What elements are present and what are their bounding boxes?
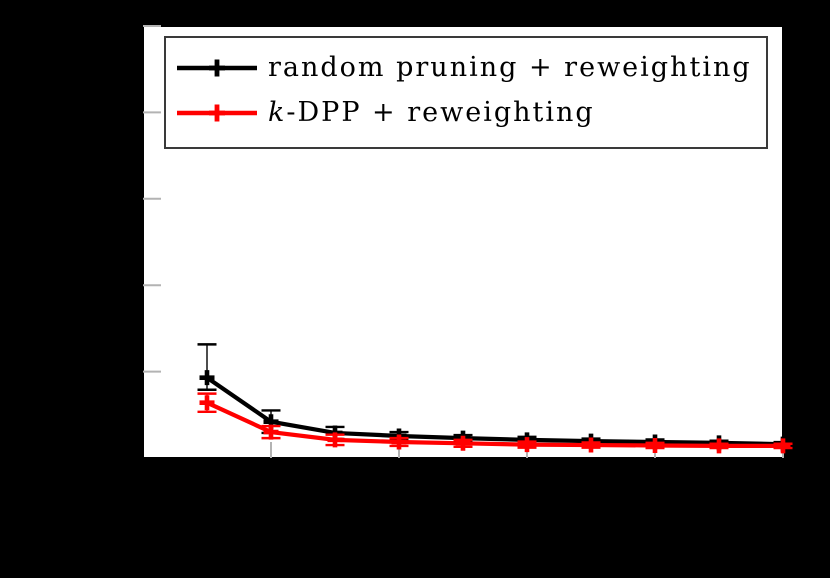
plus-marker-icon bbox=[455, 435, 471, 451]
legend-item-kdpp: k-DPP + reweighting bbox=[166, 90, 766, 135]
legend-label-italic: k bbox=[268, 97, 287, 128]
plus-marker-icon bbox=[519, 437, 535, 453]
plus-marker-icon bbox=[327, 432, 343, 448]
legend-label-text: -DPP + reweighting bbox=[286, 97, 595, 128]
plus-marker-icon bbox=[775, 438, 791, 454]
legend-label: random pruning + reweighting bbox=[268, 52, 752, 83]
plus-marker-icon bbox=[199, 370, 215, 386]
plus-marker-icon bbox=[209, 104, 225, 121]
plus-marker-icon bbox=[647, 437, 663, 453]
plus-marker-icon bbox=[263, 424, 279, 440]
plus-marker-icon bbox=[711, 438, 727, 454]
plus-marker-icon bbox=[199, 395, 215, 411]
plus-marker-icon bbox=[209, 59, 225, 76]
legend-label-text: random pruning + reweighting bbox=[268, 52, 752, 83]
legend: random pruning + reweighting k-DPP + rew… bbox=[164, 36, 768, 149]
legend-label: k-DPP + reweighting bbox=[268, 97, 595, 128]
plus-marker-icon bbox=[391, 434, 407, 450]
legend-line-sample-black bbox=[177, 59, 257, 76]
series-kdpp bbox=[197, 392, 793, 454]
series-line bbox=[205, 375, 784, 447]
series-line bbox=[206, 400, 783, 449]
plus-marker-icon bbox=[583, 437, 599, 453]
legend-item-random-pruning: random pruning + reweighting bbox=[166, 45, 766, 90]
legend-line-sample-red bbox=[177, 104, 257, 121]
